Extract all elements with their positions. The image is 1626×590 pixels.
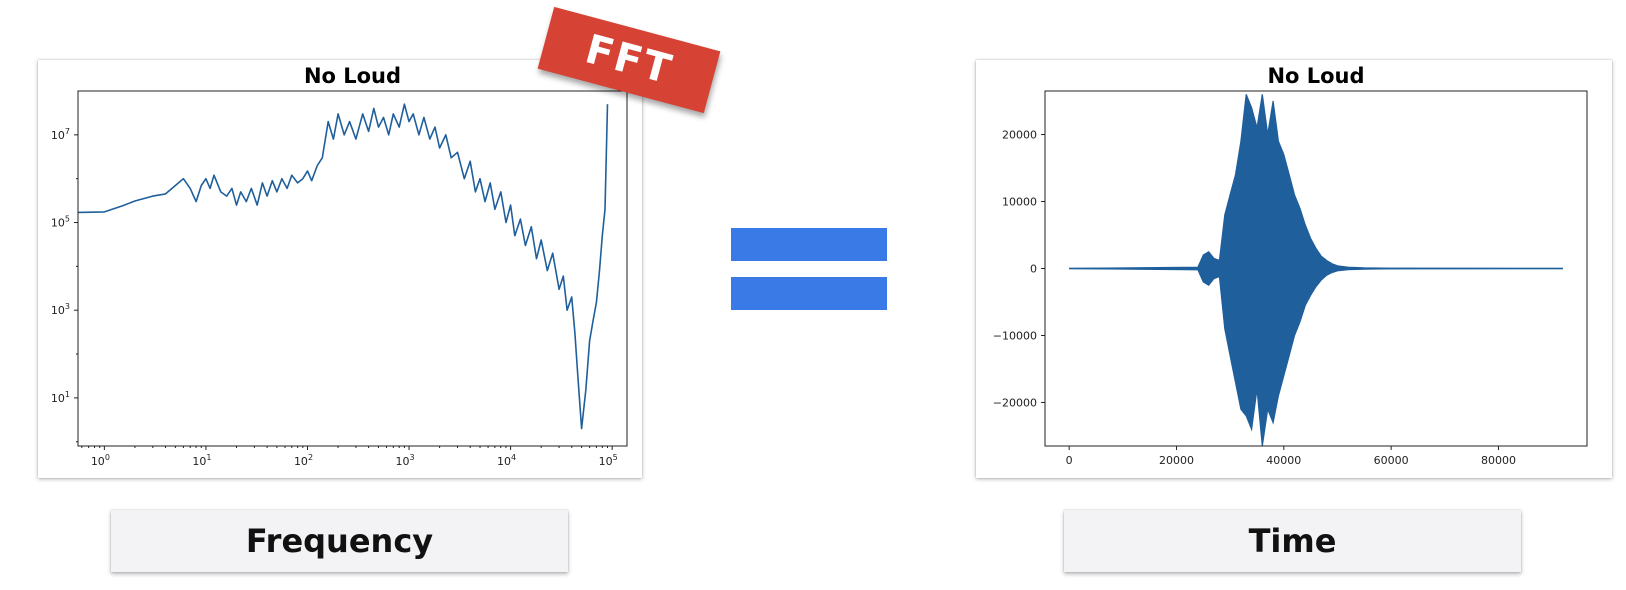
y-tick-label: 10000 — [1002, 196, 1037, 209]
waveform-area — [1069, 94, 1563, 447]
y-tick-label: 105 — [51, 215, 70, 230]
time-chart-card: No Loud 0 20000 40000 60000 80000 −20000 −10000… — [976, 60, 1612, 478]
y-tick-label: 101 — [51, 390, 70, 405]
x-tick-label: 20000 — [1159, 454, 1194, 467]
y-tick-label: 20000 — [1002, 129, 1037, 142]
x-tick-label: 0 — [1066, 454, 1073, 467]
frequency-chart: No Loud 100 101 102 103 104 105 101 103 105 107 — [51, 64, 628, 468]
x-tick-label: 80000 — [1481, 454, 1516, 467]
frequency-chart-card: No Loud 100 101 102 103 104 105 101 103 105 107 — [38, 60, 642, 478]
time-label: Time — [1064, 510, 1521, 572]
equals-sign-bottom-bar — [731, 277, 887, 310]
y-tick-label: 103 — [51, 302, 70, 317]
frequency-label: Frequency — [111, 510, 568, 572]
x-tick-label: 103 — [395, 453, 414, 468]
x-tick-label: 100 — [91, 453, 110, 468]
spectrum-line — [77, 103, 609, 430]
y-tick-label: −20000 — [993, 396, 1037, 409]
chart-title: No Loud — [1267, 64, 1364, 88]
plot-frame — [77, 90, 628, 447]
x-tick-label: 101 — [192, 453, 211, 468]
y-tick-label: 0 — [1030, 263, 1037, 276]
y-tick-label: −10000 — [993, 329, 1037, 342]
x-tick-label: 40000 — [1266, 454, 1301, 467]
x-tick-label: 105 — [599, 453, 618, 468]
equals-sign-top-bar — [731, 228, 887, 261]
x-tick-label: 102 — [294, 453, 313, 468]
chart-title: No Loud — [304, 64, 401, 88]
time-chart: No Loud 0 20000 40000 60000 80000 −20000 −10000… — [993, 64, 1588, 467]
x-tick-label: 60000 — [1374, 454, 1409, 467]
y-tick-label: 107 — [51, 127, 70, 142]
x-tick-label: 104 — [497, 453, 516, 468]
